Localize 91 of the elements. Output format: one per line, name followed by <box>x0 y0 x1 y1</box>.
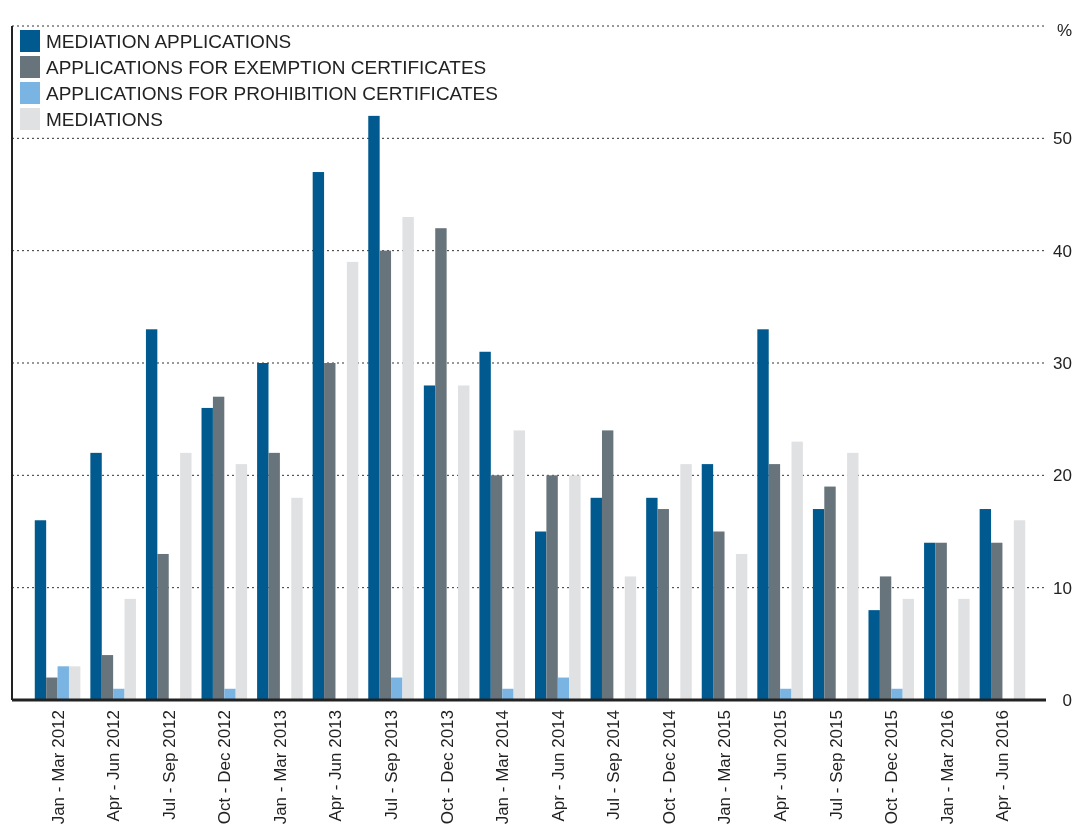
x-tick-label: Jan - Mar 2014 <box>493 710 513 825</box>
bar <box>90 452 102 700</box>
bar <box>458 385 470 700</box>
bar <box>201 407 213 700</box>
bar <box>224 688 236 700</box>
bar <box>991 542 1003 700</box>
x-tick-label: Jan - Mar 2015 <box>715 710 735 825</box>
bar <box>379 250 392 700</box>
y-tick-label: 30 <box>1053 353 1072 373</box>
bar <box>601 430 614 700</box>
bar <box>368 115 380 700</box>
bar <box>935 542 947 700</box>
y-axis-title: % <box>1056 20 1072 40</box>
x-tick-label: Oct - Dec 2015 <box>882 710 902 825</box>
bar <box>624 576 637 700</box>
bar <box>569 475 581 700</box>
bar <box>535 531 547 700</box>
bar <box>657 509 669 700</box>
bar <box>757 329 769 700</box>
bar <box>46 677 58 700</box>
y-tick-label: 50 <box>1053 129 1072 149</box>
bar <box>324 363 336 700</box>
bar <box>924 542 936 700</box>
bar <box>57 666 69 700</box>
bar <box>101 655 114 700</box>
bar <box>557 677 570 700</box>
x-tick-label: Apr - Jun 2014 <box>548 710 568 822</box>
y-tick-label: 20 <box>1053 466 1072 486</box>
bar <box>847 452 859 700</box>
bar <box>791 441 803 700</box>
x-tick-label: Apr - Jun 2015 <box>771 710 791 822</box>
bar <box>546 475 558 700</box>
bar <box>435 228 447 700</box>
legend-label: MEDIATION APPLICATIONS <box>46 30 292 52</box>
bar <box>402 216 414 700</box>
x-tick-label: Oct - Dec 2012 <box>215 710 235 825</box>
bar <box>812 509 825 700</box>
bar <box>346 261 359 700</box>
x-tick-label: Jul - Sep 2013 <box>382 710 401 820</box>
bar <box>735 553 748 700</box>
bar <box>268 452 280 700</box>
bar <box>34 520 47 700</box>
bar <box>391 677 403 700</box>
bar <box>768 464 781 700</box>
bar <box>513 430 525 700</box>
bar <box>68 666 81 700</box>
bar <box>124 598 136 700</box>
x-tick-label: Jan - Mar 2012 <box>48 710 68 825</box>
bar <box>291 497 303 700</box>
bar <box>212 396 225 700</box>
x-tick-label: Jul - Sep 2012 <box>159 710 179 820</box>
x-tick-label: Apr - Jun 2012 <box>104 710 124 822</box>
bar <box>713 531 725 700</box>
y-tick-label: 0 <box>1062 690 1072 710</box>
bar <box>145 329 158 700</box>
x-tick-label: Apr - Jun 2013 <box>326 710 346 822</box>
bar <box>235 464 248 700</box>
x-tick-label: Jul - Sep 2014 <box>604 710 624 820</box>
y-tick-label: 40 <box>1053 241 1072 261</box>
bar <box>879 576 892 700</box>
x-tick-label: Oct - Dec 2014 <box>659 710 679 825</box>
x-tick-label: Jan - Mar 2013 <box>270 710 290 825</box>
legend-label: MEDIATIONS <box>46 108 163 130</box>
bar <box>902 598 915 700</box>
bar <box>590 497 602 700</box>
x-tick-label: Jul - Sep 2015 <box>826 710 846 820</box>
legend-label: APPLICATIONS FOR EXEMPTION CERTIFICATES <box>46 56 487 78</box>
bar <box>257 363 269 700</box>
bar <box>180 452 192 700</box>
bar <box>868 610 880 700</box>
bar <box>680 464 692 700</box>
x-tick-label: Apr - Jun 2016 <box>993 710 1013 822</box>
bar <box>157 553 169 700</box>
x-tick-label: Oct - Dec 2013 <box>437 710 457 825</box>
bar <box>780 688 792 700</box>
bar <box>479 351 491 700</box>
bar <box>1013 520 1026 700</box>
bar <box>958 598 970 700</box>
bar <box>113 688 125 700</box>
bar <box>891 688 903 700</box>
bar <box>312 172 325 700</box>
bar <box>824 486 836 700</box>
bar <box>490 475 503 700</box>
y-tick-label: 10 <box>1053 578 1072 598</box>
bar <box>979 509 992 700</box>
bar <box>502 688 514 700</box>
x-tick-label: Jan - Mar 2016 <box>937 710 957 825</box>
bar <box>646 497 658 700</box>
legend-label: APPLICATIONS FOR PROHIBITION CERTIFICATES <box>46 82 498 104</box>
bar <box>701 464 714 700</box>
bar <box>423 385 436 700</box>
